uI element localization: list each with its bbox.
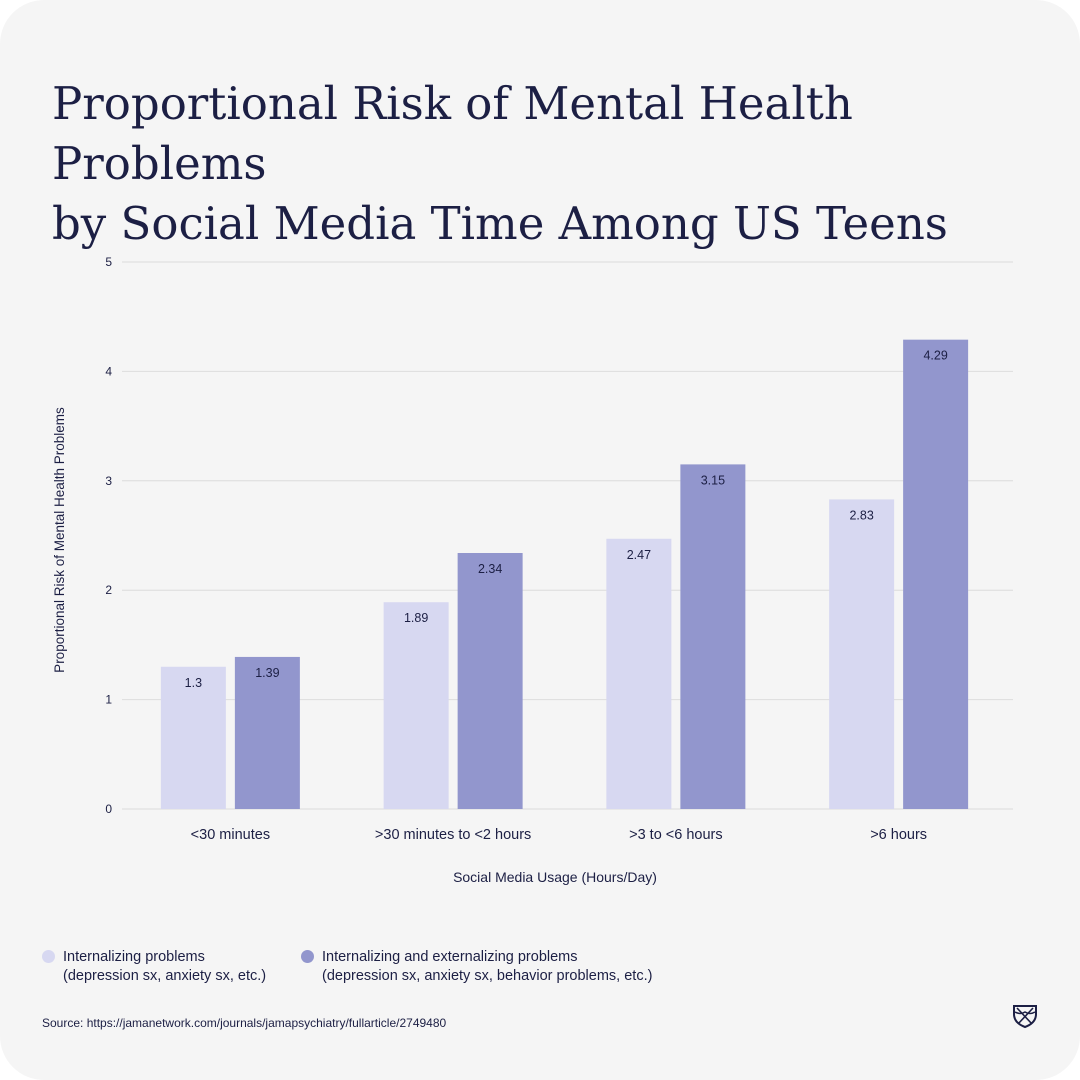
x-tick-label: >6 hours <box>870 827 927 843</box>
data-label: 2.34 <box>478 562 502 576</box>
bar <box>383 602 449 809</box>
bar <box>234 656 300 809</box>
chart-title-line-1: Proportional Risk of Mental Health Probl… <box>52 77 853 190</box>
data-label: 4.29 <box>923 349 947 363</box>
bar <box>457 553 523 809</box>
bar <box>160 666 226 809</box>
y-tick-label: 5 <box>105 255 112 269</box>
x-tick-label: >3 to <6 hours <box>629 827 723 843</box>
data-label: 1.39 <box>255 666 279 680</box>
data-label: 1.3 <box>185 676 202 690</box>
data-label: 2.47 <box>627 548 651 562</box>
y-tick-label: 3 <box>105 474 112 488</box>
x-tick-label: <30 minutes <box>191 827 270 843</box>
y-tick-label: 1 <box>105 693 112 707</box>
legend-swatch-internalizing-externalizing <box>301 950 314 963</box>
y-axis-title: Proportional Risk of Mental Health Probl… <box>52 407 67 673</box>
y-tick-label: 4 <box>105 364 112 378</box>
data-label: 2.83 <box>849 508 873 522</box>
bar <box>680 464 746 809</box>
bar <box>903 339 969 809</box>
chart-title-line-2: by Social Media Time Among US Teens <box>52 197 948 250</box>
y-tick-label: 2 <box>105 583 112 597</box>
legend-label-line-1: Internalizing and externalizing problems <box>322 949 578 965</box>
legend-label-line-1: Internalizing problems <box>63 949 205 965</box>
legend-label-line-2: (depression sx, anxiety sx, etc.) <box>63 968 267 984</box>
data-label: 1.89 <box>404 611 428 625</box>
shield-crest-icon <box>1013 1005 1037 1029</box>
data-label: 3.15 <box>701 473 725 487</box>
y-tick-label: 0 <box>105 802 112 816</box>
legend-swatch-internalizing <box>42 950 55 963</box>
bar <box>606 538 672 809</box>
x-axis-title: Social Media Usage (Hours/Day) <box>453 869 657 885</box>
legend-label-line-2: (depression sx, anxiety sx, behavior pro… <box>322 968 653 984</box>
chart-title: Proportional Risk of Mental Health Probl… <box>52 74 1042 254</box>
x-tick-label: >30 minutes to <2 hours <box>375 827 531 843</box>
source-citation: Source: https://jamanetwork.com/journals… <box>42 1016 447 1030</box>
bar <box>829 499 895 809</box>
